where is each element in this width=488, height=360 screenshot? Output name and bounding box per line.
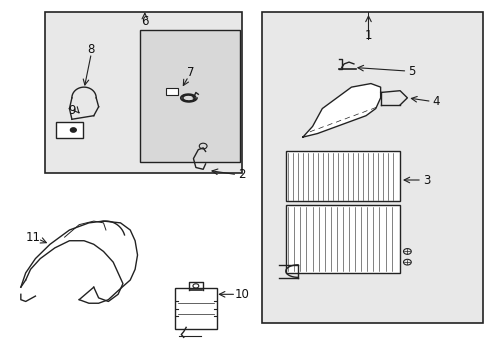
FancyBboxPatch shape	[45, 12, 242, 173]
Text: 8: 8	[87, 43, 95, 56]
Text: 1: 1	[364, 29, 371, 42]
Text: 3: 3	[422, 174, 429, 186]
FancyBboxPatch shape	[261, 12, 482, 323]
Text: 6: 6	[141, 14, 148, 27]
Text: 7: 7	[187, 66, 194, 79]
Text: 9: 9	[68, 104, 76, 117]
Text: 11: 11	[25, 231, 41, 244]
FancyBboxPatch shape	[165, 88, 178, 95]
FancyBboxPatch shape	[56, 122, 82, 138]
Text: 4: 4	[432, 95, 439, 108]
Text: 10: 10	[234, 288, 249, 301]
Polygon shape	[302, 84, 380, 137]
FancyBboxPatch shape	[175, 288, 216, 329]
FancyBboxPatch shape	[140, 30, 239, 162]
Text: 5: 5	[407, 64, 415, 77]
FancyBboxPatch shape	[285, 152, 399, 202]
FancyBboxPatch shape	[285, 205, 399, 273]
Circle shape	[70, 128, 76, 132]
Text: 2: 2	[238, 168, 245, 181]
